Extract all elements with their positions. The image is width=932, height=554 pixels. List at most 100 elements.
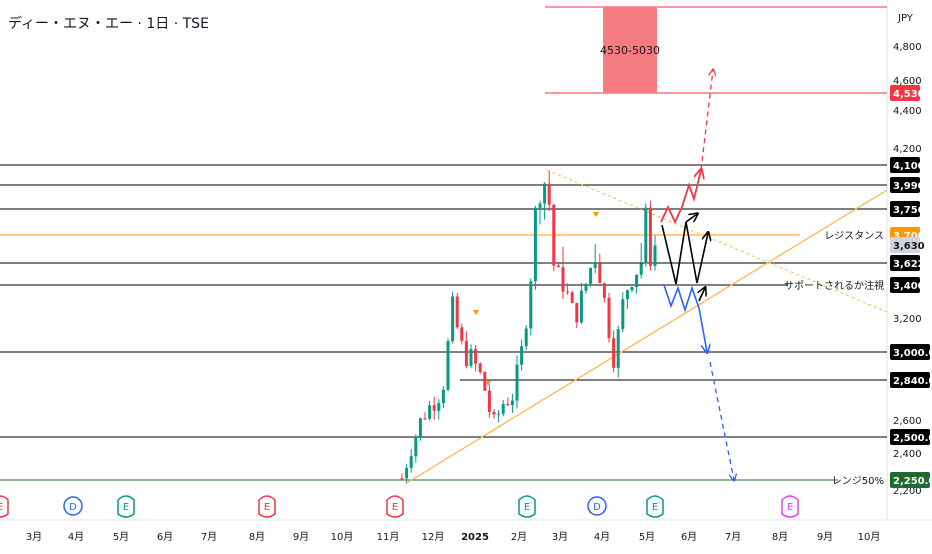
candle-body [432, 405, 436, 411]
candle-body [409, 456, 413, 468]
candle-body [648, 207, 652, 266]
x-tick-label: 5月 [113, 531, 129, 543]
candle-body [639, 263, 643, 275]
earnings-shape [117, 495, 135, 518]
candle-body [598, 263, 602, 284]
range-arrow [685, 214, 697, 223]
x-tick-label: 12月 [422, 531, 445, 543]
dividend-circle [63, 496, 83, 516]
candle-body [625, 290, 629, 300]
x-tick-label: 2025 [461, 532, 489, 543]
x-tick-label: 10月 [331, 531, 354, 543]
level-tag: レジスタンス [824, 230, 884, 242]
candle-body [547, 183, 551, 205]
dividend-marker[interactable]: D [63, 496, 83, 516]
price-badge-label: 3,630 [893, 241, 925, 252]
price-badge[interactable] [890, 372, 930, 388]
price-badge[interactable] [890, 177, 920, 193]
dividend-marker[interactable]: D [587, 496, 607, 516]
candle-body [543, 183, 547, 204]
candle-body [566, 291, 570, 293]
candle-body [556, 265, 560, 268]
earnings-marker[interactable]: E [117, 495, 135, 518]
x-tick-label: 8月 [249, 531, 265, 543]
price-badge[interactable] [890, 429, 930, 445]
level-tag: レンジ50% [832, 476, 884, 487]
y-tick-label: 2,600 [893, 416, 922, 427]
earnings-marker[interactable]: E [0, 495, 9, 518]
currency-label[interactable]: JPY [897, 13, 914, 24]
candle-body [487, 390, 491, 412]
price-badge[interactable] [890, 201, 920, 217]
event-letter: E [524, 502, 530, 513]
bear-target-arrow [709, 361, 734, 480]
price-badge[interactable] [890, 237, 920, 253]
candle-body [451, 296, 455, 342]
price-badge-label: 4,530 [893, 89, 925, 100]
x-tick-label: 7月 [725, 531, 741, 543]
price-badge[interactable] [890, 85, 920, 101]
earnings-marker[interactable]: E [646, 495, 664, 518]
candle-body [428, 405, 432, 419]
range-arrow [699, 288, 705, 302]
candle-body [552, 204, 556, 266]
target-zone-box[interactable] [603, 7, 657, 93]
candle-body [561, 267, 565, 292]
earnings-shape [258, 495, 276, 518]
price-badge-label: 3,990 [893, 181, 925, 192]
y-tick-label: 4,800 [893, 42, 922, 53]
candle-body [653, 245, 657, 266]
price-badge[interactable] [890, 255, 920, 271]
event-letter: E [392, 502, 398, 513]
price-badge-label: 2,840.0 [893, 376, 932, 387]
price-badge[interactable] [890, 472, 930, 488]
candle-body [510, 400, 514, 406]
x-tick-label: 4月 [68, 531, 84, 543]
candle-body [497, 413, 501, 415]
swing-high-marker [593, 212, 599, 217]
event-letter: E [0, 502, 3, 513]
earnings-marker[interactable]: E [386, 495, 404, 518]
earnings-marker[interactable]: E [781, 495, 799, 518]
x-tick-label: 4月 [594, 531, 610, 543]
price-badge-label: 3,756 [893, 205, 925, 216]
earnings-shape [646, 495, 664, 518]
candle-body [529, 281, 533, 329]
candle-body [621, 299, 625, 330]
candle-body [538, 203, 542, 208]
candle-body [635, 274, 639, 288]
price-badge[interactable] [890, 157, 920, 173]
candle-body [575, 302, 579, 323]
candle-body [455, 296, 459, 328]
candle-body [423, 418, 427, 420]
earnings-marker[interactable]: E [518, 495, 536, 518]
x-tick-label: 10月 [858, 531, 881, 543]
earnings-shape [0, 495, 9, 518]
price-badge-label: 2,500.0 [893, 433, 932, 444]
candle-body [464, 340, 468, 366]
price-badge[interactable] [890, 344, 930, 360]
price-badge-label: 2,250.0 [893, 476, 932, 487]
candle-body [515, 364, 519, 401]
price-badge-label: 3,000.0 [893, 348, 932, 359]
candle-body [474, 349, 478, 364]
bull-path [660, 170, 701, 225]
x-tick-label: 9月 [817, 531, 833, 543]
x-tick-label: 11月 [377, 531, 400, 543]
price-badge[interactable] [890, 277, 920, 293]
price-badge-label: 3,700 [893, 231, 925, 242]
x-tick-label: 6月 [157, 531, 173, 543]
candle-body [602, 283, 606, 298]
candle-body [478, 363, 482, 373]
x-tick-label: 7月 [201, 531, 217, 543]
candle-body [460, 327, 464, 341]
candle-body [524, 328, 528, 347]
x-tick-label: 2月 [511, 531, 527, 543]
price-badge-label: 3,622 [893, 259, 925, 270]
y-tick-label: 4,400 [893, 106, 922, 117]
earnings-shape [518, 495, 536, 518]
earnings-marker[interactable]: E [258, 495, 276, 518]
